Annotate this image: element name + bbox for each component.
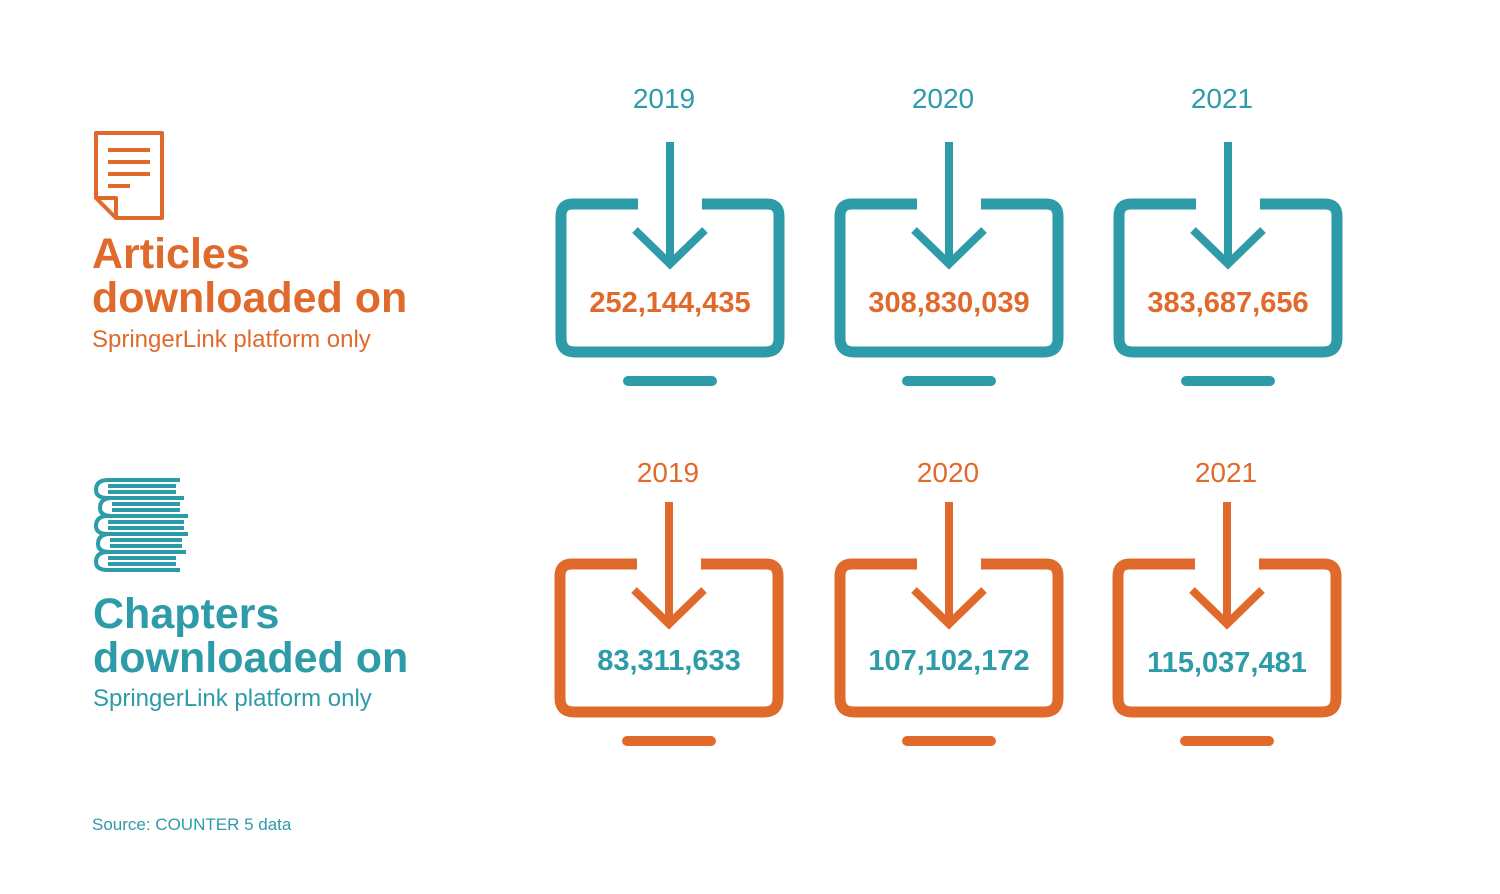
source-note: Source: COUNTER 5 data [92,815,292,834]
document-icon [94,131,164,220]
articles-heading-line1: Articles [92,230,250,278]
articles-value-2019: 252,144,435 [589,287,751,319]
monitor-download-icon [554,502,784,746]
articles-section: Articles downloaded on SpringerLink plat… [0,0,500,400]
chapters-year-2020: 2020 [916,457,980,488]
monitor-download-icon [834,502,1064,746]
chapters-value-2020: 107,102,172 [868,645,1030,677]
chapters-heading-line1: Chapters [93,590,280,638]
articles-value-2020: 308,830,039 [868,287,1030,319]
monitor-download-icon [1113,142,1343,386]
chapters-heading-line2: downloaded on [93,634,409,682]
monitor-download-icon [834,142,1064,386]
chapters-value-2021: 115,037,481 [1147,647,1307,679]
monitor-download-icon [555,142,785,386]
articles-heading-line2: downloaded on [92,274,408,322]
chapters-value-2019: 83,311,633 [597,645,741,677]
articles-tiles: 2019 252,144,435 2020 308,830,039 2021 3… [0,0,1500,400]
articles-year-2019: 2019 [632,83,696,114]
chapters-year-2019: 2019 [636,457,700,488]
monitor-download-icon [1112,502,1342,746]
articles-subheading: SpringerLink platform only [92,326,371,353]
articles-year-2021: 2021 [1190,83,1254,114]
book-stack-icon [94,478,188,572]
chapters-subheading: SpringerLink platform only [93,685,372,712]
chapters-tiles: 2019 83,311,633 2020 107,102,172 2021 11… [0,440,1500,760]
articles-value-2021: 383,687,656 [1147,287,1309,319]
articles-year-2020: 2020 [911,83,975,114]
chapters-year-2021: 2021 [1194,457,1258,488]
chapters-section: Chapters downloaded on SpringerLink plat… [0,440,500,740]
